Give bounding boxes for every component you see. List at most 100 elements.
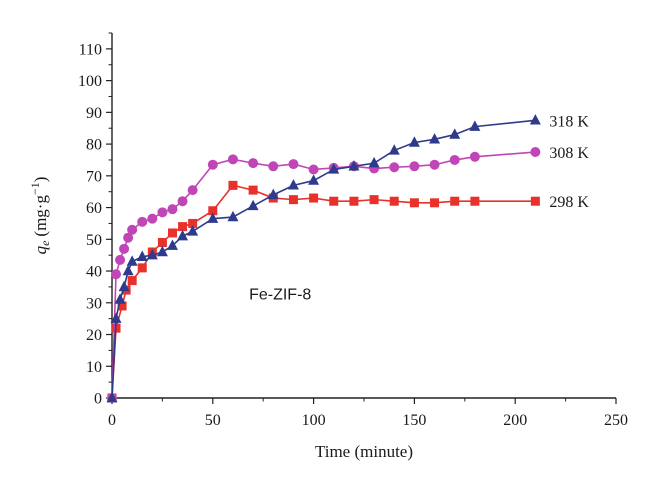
data-point-square (430, 198, 440, 208)
data-point-triangle (408, 136, 420, 147)
data-point-triangle (449, 128, 461, 139)
data-point-circle (409, 161, 420, 172)
y-axis-title-subscript: e (38, 240, 52, 246)
data-point-triangle (227, 210, 239, 222)
data-point-triangle (122, 264, 134, 276)
x-tick-label: 50 (205, 412, 221, 429)
y-tick-label: 110 (79, 41, 102, 58)
y-axis-title-close: ) (31, 177, 50, 183)
series-label-308-k: 308 K (549, 145, 589, 162)
data-point-square (127, 276, 137, 286)
data-point-circle (429, 159, 440, 170)
series-label-318-k: 318 K (549, 113, 589, 130)
y-tick-label: 70 (86, 168, 102, 185)
data-point-circle (177, 196, 188, 207)
data-point-square (450, 196, 460, 206)
data-point-square (188, 218, 198, 228)
data-point-circle (449, 154, 460, 165)
series-line-318-k (111, 119, 536, 399)
data-point-circle (389, 162, 400, 173)
x-tick-label: 150 (402, 412, 426, 429)
y-tick-label: 20 (86, 327, 102, 344)
data-point-triangle (368, 156, 380, 168)
series-layer: 298 K 308 K 318 K (106, 113, 589, 403)
y-axis-title-symbol: q (31, 245, 50, 254)
data-point-circle (187, 185, 198, 196)
y-tick-label: 0 (94, 391, 102, 408)
data-point-triangle (156, 245, 168, 257)
x-tick-label: 200 (503, 412, 527, 429)
data-point-triangle (469, 120, 481, 131)
x-axis-title: Time (minute) (315, 442, 413, 461)
material-annotation: Fe-ZIF-8 (249, 287, 311, 304)
data-point-circle (308, 164, 319, 175)
series-line-298-k (111, 184, 536, 399)
data-point-circle (469, 151, 480, 162)
data-point-circle (119, 243, 130, 254)
data-point-circle (111, 269, 122, 280)
data-point-circle (115, 254, 126, 265)
data-point-circle (530, 147, 541, 158)
data-point-circle (157, 207, 168, 218)
data-point-square (208, 206, 218, 216)
series-308-k: 308 K (107, 145, 589, 403)
data-point-triangle (247, 199, 259, 211)
data-point-triangle (118, 280, 130, 292)
data-point-square (349, 196, 359, 206)
data-point-square (369, 195, 379, 205)
data-point-square (117, 301, 127, 311)
data-point-square (409, 198, 419, 208)
y-tick-label: 10 (86, 359, 102, 376)
data-point-triangle (287, 179, 299, 190)
data-point-triangle (114, 293, 126, 304)
data-point-circle (147, 213, 158, 224)
series-label-298-k: 298 K (549, 194, 589, 211)
data-point-square (329, 196, 339, 206)
y-tick-label: 80 (86, 137, 102, 154)
data-point-square (389, 196, 399, 206)
y-tick-label: 60 (86, 200, 102, 217)
data-point-triangle (207, 212, 219, 223)
y-tick-label: 100 (78, 73, 102, 90)
series-line-308-k (111, 151, 536, 399)
data-point-triangle (106, 391, 118, 403)
data-point-circle (268, 161, 279, 172)
data-point-circle (127, 224, 138, 235)
data-point-triangle (529, 114, 541, 125)
data-point-circle (288, 159, 299, 170)
data-point-triangle (136, 250, 148, 261)
data-point-square (470, 196, 480, 206)
svg-text:qe(mg·g−1): qe (mg·g−1) (28, 177, 52, 255)
y-tick-label: 50 (86, 232, 102, 249)
y-axis-title: qe (mg·g−1) (28, 177, 52, 255)
data-point-circle (248, 158, 259, 169)
data-point-square (309, 193, 319, 203)
data-point-square (137, 263, 147, 273)
data-point-circle (137, 216, 148, 227)
data-point-square (248, 185, 258, 195)
y-axis-title-unit: (mg·g (31, 195, 50, 237)
data-point-triangle (126, 255, 138, 266)
series-318-k: 318 K (106, 113, 589, 403)
data-point-triangle (308, 174, 320, 185)
x-tick-label: 100 (302, 412, 326, 429)
data-point-circle (207, 159, 218, 170)
data-point-triangle (110, 312, 122, 323)
data-point-triangle (348, 160, 360, 171)
data-point-circle (123, 232, 134, 243)
data-point-square (228, 180, 238, 190)
axes: 0 50 100 150 200 250 0 10 20 30 40 50 60 70 80 90 100 110 (78, 32, 628, 429)
data-point-square (288, 195, 298, 205)
data-point-triangle (177, 229, 189, 241)
data-point-triangle (328, 163, 340, 174)
y-tick-label: 40 (86, 264, 102, 281)
data-point-triangle (166, 239, 178, 250)
data-point-triangle (146, 248, 158, 260)
data-point-circle (227, 154, 238, 165)
y-tick-label: 90 (86, 105, 102, 122)
y-tick-label: 30 (86, 295, 102, 312)
x-tick-label: 0 (108, 412, 116, 429)
data-point-triangle (267, 188, 279, 200)
data-point-circle (167, 204, 178, 215)
